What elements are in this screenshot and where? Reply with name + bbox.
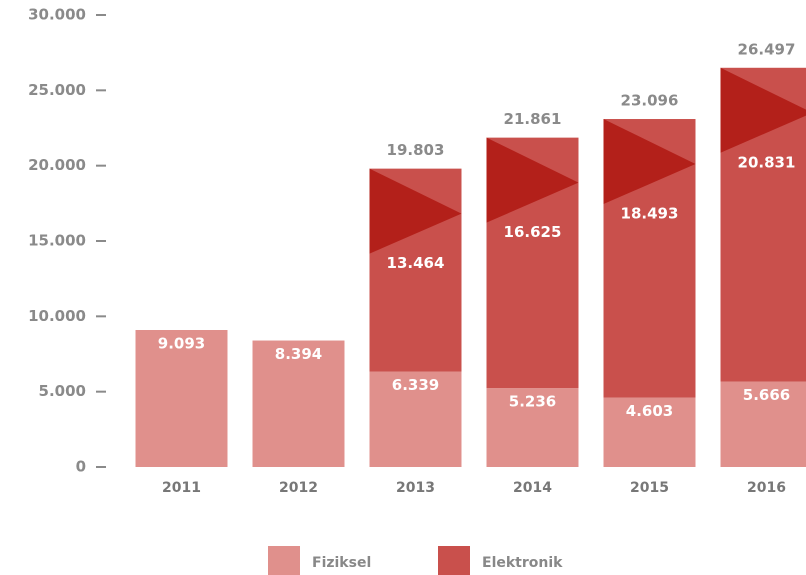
value-label: 5.666 — [743, 386, 790, 404]
total-label: 19.803 — [387, 141, 445, 159]
value-label: 9.093 — [158, 334, 205, 352]
y-tick-label: 20.000 — [28, 156, 86, 174]
x-tick-label: 2011 — [162, 480, 201, 496]
value-label: 20.831 — [738, 153, 796, 171]
legend-swatch — [438, 546, 470, 575]
y-tick-label: 15.000 — [28, 232, 86, 250]
accent-triangle — [603, 119, 696, 205]
x-tick-label: 2016 — [747, 480, 786, 496]
total-label: 26.497 — [738, 40, 796, 58]
accent-triangle — [720, 67, 806, 153]
bar-segment — [369, 371, 462, 467]
value-label: 18.493 — [621, 205, 679, 223]
legend-swatch — [268, 546, 300, 575]
x-tick-label: 2012 — [279, 480, 318, 496]
value-label: 5.236 — [509, 393, 556, 411]
bar-segment — [486, 388, 579, 467]
x-tick-label: 2015 — [630, 480, 669, 496]
accent-triangle — [369, 168, 462, 254]
legend-label: Fiziksel — [312, 555, 371, 571]
x-tick-label: 2014 — [513, 480, 552, 496]
y-tick-label: 5.000 — [39, 382, 86, 400]
bar-segment — [252, 340, 345, 467]
total-label: 21.861 — [504, 110, 562, 128]
value-label: 4.603 — [626, 402, 673, 420]
legend-label: Elektronik — [482, 555, 563, 571]
bar-segment — [603, 397, 696, 467]
value-label: 6.339 — [392, 376, 439, 394]
accent-triangle — [486, 137, 579, 223]
y-tick-label: 25.000 — [28, 81, 86, 99]
x-tick-label: 2013 — [396, 480, 435, 496]
value-label: 13.464 — [387, 254, 445, 272]
value-label: 8.394 — [275, 345, 322, 363]
bar-segment — [720, 381, 806, 467]
y-tick-label: 0 — [76, 458, 86, 476]
bar-segment — [135, 329, 228, 467]
total-label: 23.096 — [621, 92, 679, 110]
value-label: 16.625 — [504, 223, 562, 241]
y-tick-label: 30.000 — [28, 6, 86, 24]
y-tick-label: 10.000 — [28, 307, 86, 325]
